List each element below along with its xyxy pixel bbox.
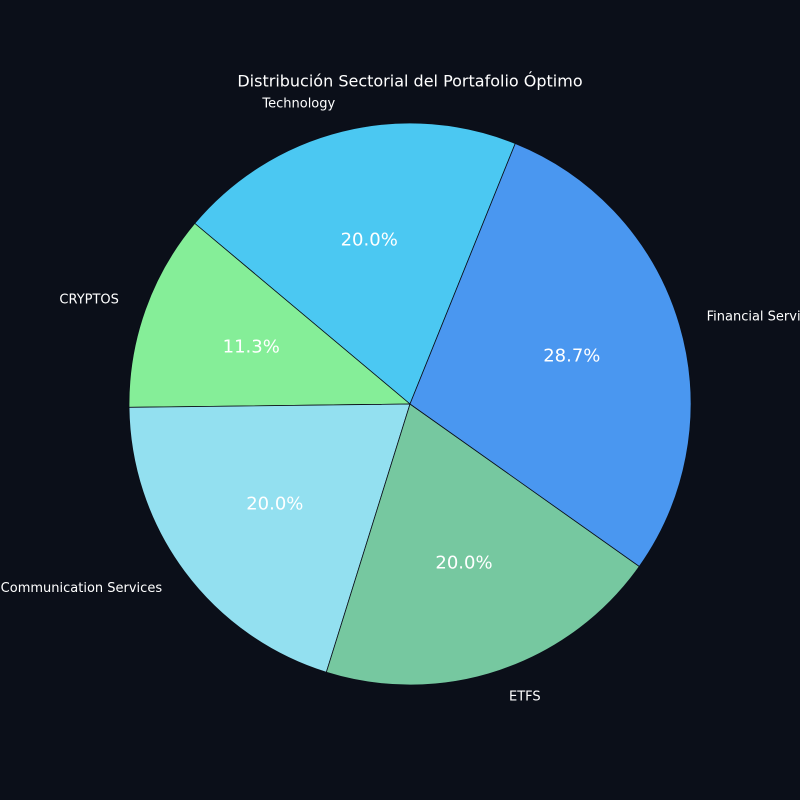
slice-label: Technology	[261, 97, 335, 112]
slice-label: Communication Services	[1, 581, 163, 596]
pie-slice	[409, 142, 692, 568]
slice-label: CRYPTOS	[59, 293, 118, 308]
chart-title: Distribución Sectorial del Portafolio Óp…	[237, 72, 582, 91]
pie-slice	[128, 403, 411, 673]
pie-slice	[325, 403, 640, 686]
percent-label: 20.0%	[341, 229, 398, 250]
slice-label: ETFS	[509, 689, 541, 704]
percent-label: 20.0%	[435, 553, 492, 574]
percent-label: 20.0%	[246, 494, 303, 515]
percent-label: 11.3%	[223, 336, 280, 357]
slice-label: Financial Services	[707, 310, 800, 325]
pie-slice	[194, 122, 516, 405]
pie-slice	[128, 222, 412, 408]
percent-label: 28.7%	[543, 346, 600, 367]
